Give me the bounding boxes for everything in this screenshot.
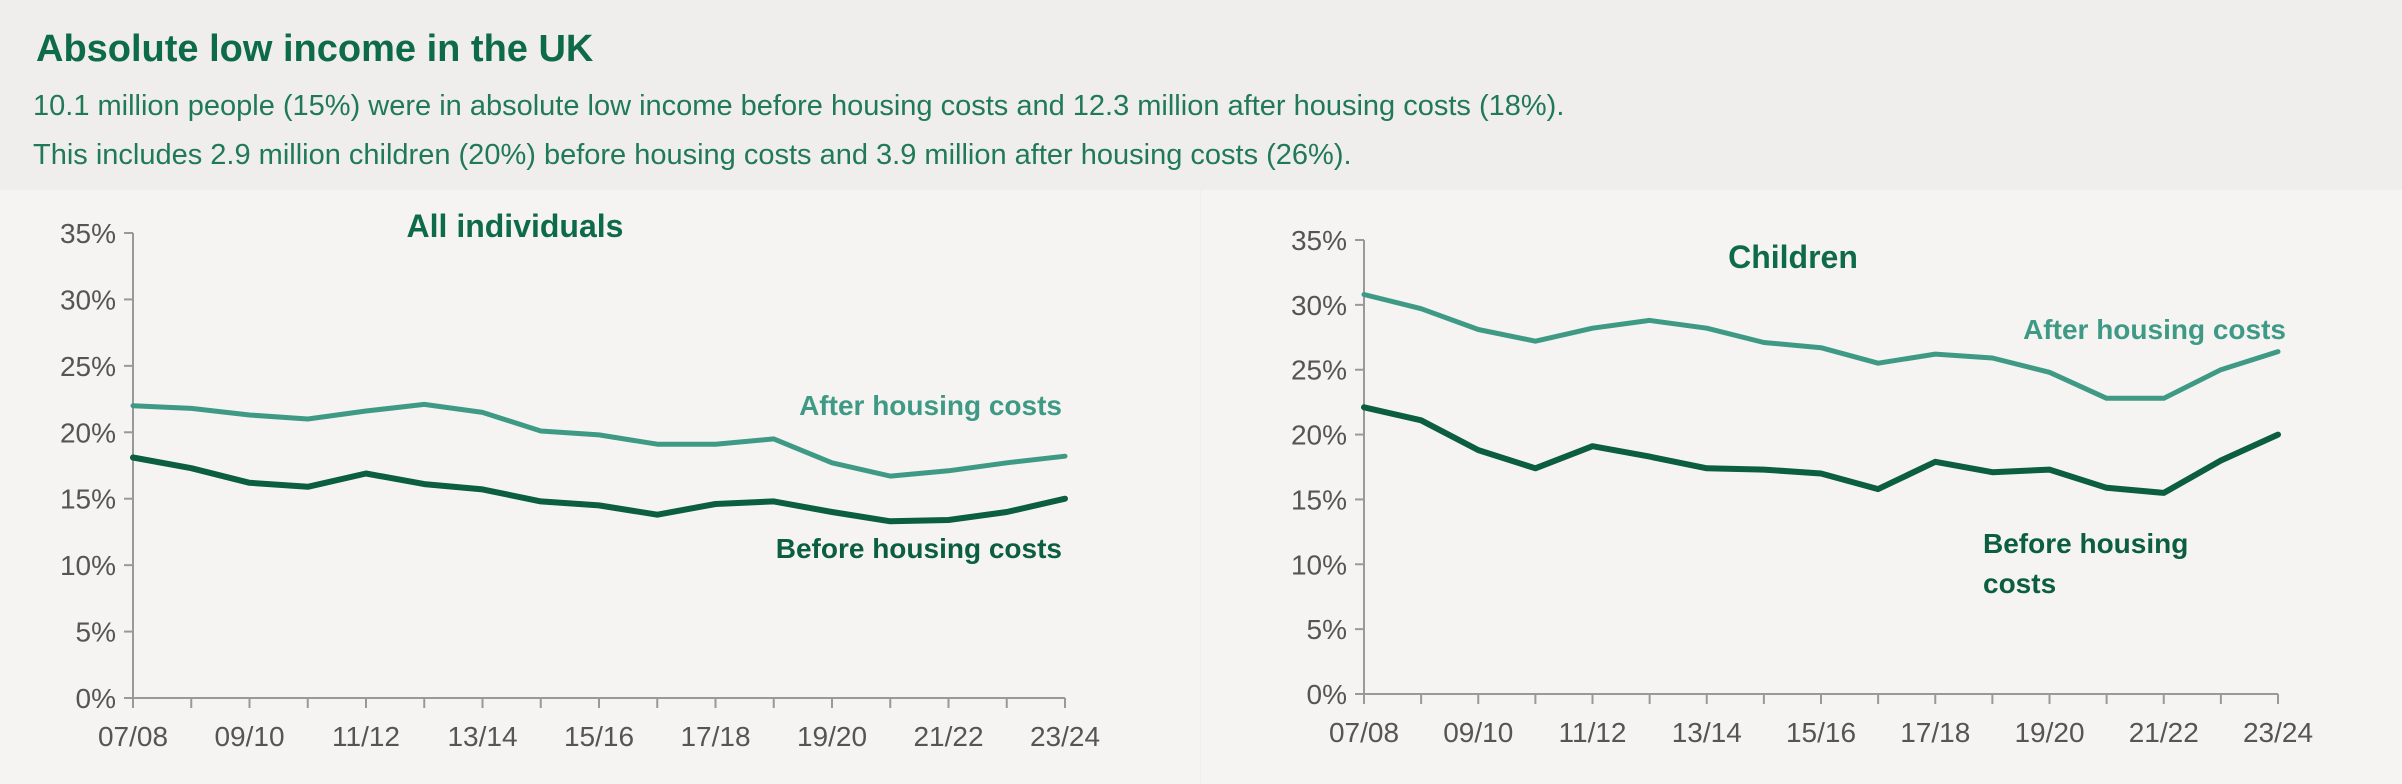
x-tick-label: 07/08 <box>98 721 168 752</box>
y-tick-label: 15% <box>1291 484 1347 515</box>
series-label-after-housing-costs: After housing costs <box>2023 314 2286 345</box>
x-tick-label: 19/20 <box>2014 717 2084 748</box>
page-title: Absolute low income in the UK <box>36 28 594 70</box>
y-tick-label: 20% <box>60 417 116 448</box>
subtitle-individuals: 10.1 million people (15%) were in absolu… <box>33 90 1565 122</box>
x-tick-label: 17/18 <box>680 721 750 752</box>
y-tick-label: 10% <box>1291 549 1347 580</box>
series-line-after-housing-costs <box>130 401 1068 479</box>
y-tick-label: 20% <box>1291 420 1347 451</box>
y-tick-label: 35% <box>60 218 116 249</box>
y-tick-label: 25% <box>60 351 116 382</box>
y-tick-label: 0% <box>1307 679 1347 710</box>
series-line-after-housing-costs <box>1361 292 2281 401</box>
series-label-after-housing-costs: After housing costs <box>799 390 1062 421</box>
chart-title: Children <box>1728 239 1858 275</box>
y-tick-label: 5% <box>1307 614 1347 645</box>
series-line-before-housing-costs <box>130 454 1068 525</box>
y-tick-label: 0% <box>76 683 116 714</box>
y-tick-label: 10% <box>60 550 116 581</box>
chart-children: 0% 5% 10% 15% 20% 25% 30% 35% 07/08 09/10 11/12 13/… <box>1291 225 2313 748</box>
series-label-before-housing-costs: Before housing costs <box>776 533 1062 564</box>
x-tick-label: 21/22 <box>913 721 983 752</box>
x-tick-label: 07/08 <box>1329 717 1399 748</box>
x-tick-label: 09/10 <box>214 721 284 752</box>
chart-card-all-individuals: 0% 5% 10% 15% 20% 25% 30% 35% 07/08 09/10 11/12 13/… <box>0 190 1200 784</box>
y-tick-label: 25% <box>1291 355 1347 386</box>
x-tick-label: 11/12 <box>332 721 400 752</box>
y-tick-label: 35% <box>1291 225 1347 256</box>
x-tick-label: 17/18 <box>1900 717 1970 748</box>
chart-card-children: 0% 5% 10% 15% 20% 25% 30% 35% 07/08 09/10 11/12 13/… <box>1201 190 2402 784</box>
x-tick-label: 23/24 <box>2243 717 2313 748</box>
x-tick-label: 11/12 <box>1559 717 1627 748</box>
x-tick-label: 13/14 <box>1672 717 1742 748</box>
y-tick-label: 30% <box>1291 290 1347 321</box>
series-label-before-housing-costs: Before housing costs <box>1983 528 2188 599</box>
chart-all-individuals: 0% 5% 10% 15% 20% 25% 30% 35% 07/08 09/10 11/12 13/… <box>60 208 1100 752</box>
x-tick-label: 15/16 <box>1786 717 1856 748</box>
x-tick-label: 23/24 <box>1030 721 1100 752</box>
y-tick-label: 5% <box>76 617 116 648</box>
chart-title: All individuals <box>407 208 624 244</box>
series-line-before-housing-costs <box>1361 404 2281 496</box>
y-tick-label: 30% <box>60 284 116 315</box>
subtitle-children: This includes 2.9 million children (20%)… <box>33 139 1352 171</box>
x-tick-label: 13/14 <box>447 721 517 752</box>
x-tick-label: 21/22 <box>2129 717 2199 748</box>
x-tick-label: 15/16 <box>564 721 634 752</box>
y-tick-label: 15% <box>60 484 116 515</box>
x-tick-label: 09/10 <box>1443 717 1513 748</box>
x-tick-label: 19/20 <box>797 721 867 752</box>
